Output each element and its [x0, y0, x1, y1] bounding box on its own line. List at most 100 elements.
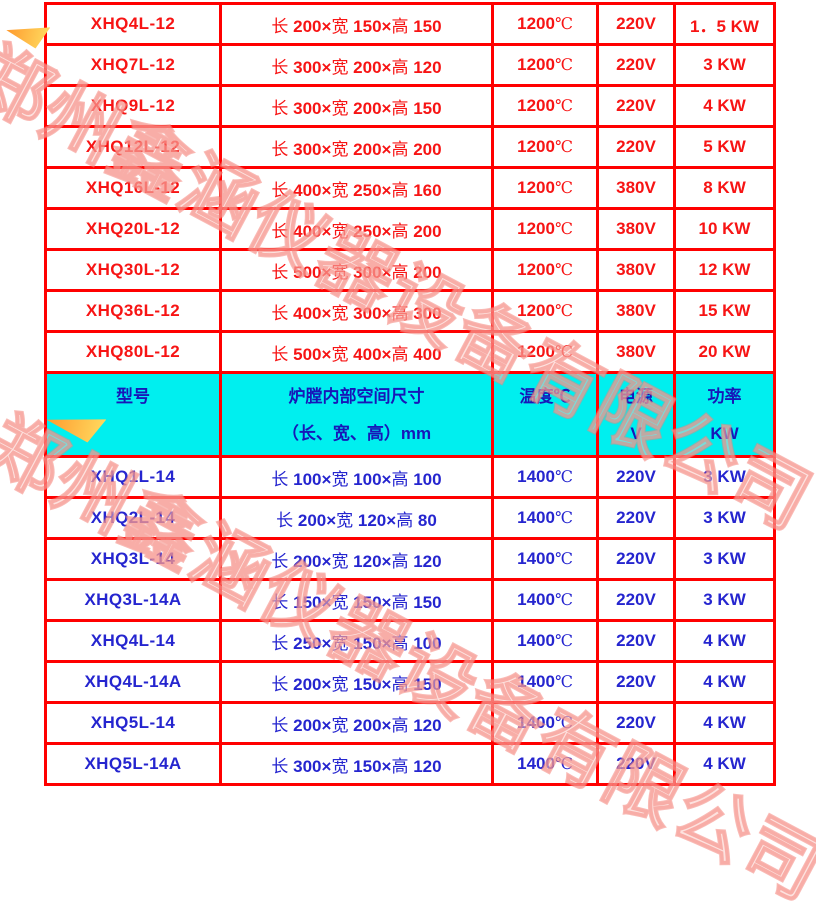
times-symbol: ×: [321, 139, 332, 159]
header-line2: V: [630, 423, 642, 443]
dims-cell: 长 200×宽 150×高 150: [219, 2, 494, 46]
temp-value: 1200: [517, 260, 555, 279]
volt-value: 220V: [616, 14, 656, 33]
header-temp: 温度℃: [491, 371, 599, 458]
times-symbol: ×: [321, 221, 332, 241]
times-symbol: ×: [381, 57, 392, 77]
table-row: XHQ80L-12 长 500×宽 400×高 400 1200℃ 380V 20 KW: [44, 330, 776, 374]
times-symbol: ×: [321, 16, 332, 36]
dim-value-height: 200: [408, 139, 442, 159]
power-cell: 4 KW: [673, 742, 776, 786]
model-cell: XHQ5L-14A: [44, 742, 222, 786]
times-symbol: ×: [321, 674, 332, 694]
power-cell: 3 KW: [673, 455, 776, 499]
dim-label-width: 宽: [331, 756, 349, 777]
dim-label-height: 高: [391, 262, 409, 283]
celsius-unit: ℃: [554, 713, 573, 732]
dim-label-width: 宽: [336, 510, 354, 531]
power-value: 5 KW: [703, 137, 746, 156]
dim-label-height: 高: [391, 469, 409, 490]
celsius-unit: ℃: [554, 260, 573, 279]
dim-label-height: 高: [391, 756, 409, 777]
times-symbol: ×: [321, 469, 332, 489]
volt-cell: 220V: [596, 496, 676, 540]
times-symbol: ×: [321, 262, 332, 282]
celsius-unit: ℃: [554, 137, 573, 156]
volt-value: 220V: [616, 590, 656, 609]
temp-cell: 1200℃: [491, 84, 599, 128]
power-cell: 3 KW: [673, 537, 776, 581]
dims-cell: 长 200×宽 150×高 150: [219, 660, 494, 704]
temp-cell: 1200℃: [491, 289, 599, 333]
dims-cell: 长 400×宽 300×高 300: [219, 289, 494, 333]
temp-value: 1200: [517, 96, 555, 115]
dim-label-length: 长: [271, 221, 289, 242]
dim-value-width: 150: [348, 16, 382, 36]
dim-value-length: 400: [288, 180, 322, 200]
dim-label-width: 宽: [331, 303, 349, 324]
dim-value-length: 200: [288, 16, 322, 36]
volt-cell: 220V: [596, 2, 676, 46]
dim-value-height: 200: [408, 221, 442, 241]
table-row: XHQ4L-14 长 250×宽 150×高 100 1400℃ 220V 4 KW: [44, 619, 776, 663]
volt-cell: 220V: [596, 578, 676, 622]
power-cell: 3 KW: [673, 43, 776, 87]
power-cell: 20 KW: [673, 330, 776, 374]
celsius-unit: ℃: [554, 178, 573, 197]
dim-value-length: 500: [288, 344, 322, 364]
dims-cell: 长 200×宽 120×高 80: [219, 496, 494, 540]
dim-value-width: 150: [348, 756, 382, 776]
volt-value: 220V: [616, 549, 656, 568]
temp-value: 1400: [517, 713, 555, 732]
times-symbol: ×: [321, 551, 332, 571]
dim-label-length: 长: [271, 469, 289, 490]
power-cell: 15 KW: [673, 289, 776, 333]
dim-value-height: 300: [408, 303, 442, 323]
table-row: XHQ5L-14 长 200×宽 200×高 120 1400℃ 220V 4 KW: [44, 701, 776, 745]
table-row: XHQ7L-12 长 300×宽 200×高 120 1200℃ 220V 3 KW: [44, 43, 776, 87]
dim-label-length: 长: [271, 592, 289, 613]
dim-label-height: 高: [391, 715, 409, 736]
model-label: XHQ9L-12: [90, 96, 176, 115]
dim-value-height: 400: [408, 344, 442, 364]
volt-cell: 220V: [596, 537, 676, 581]
celsius-unit: ℃: [554, 55, 573, 74]
dim-label-width: 宽: [331, 469, 349, 490]
dim-label-width: 宽: [331, 98, 349, 119]
temp-value: 1200: [517, 301, 555, 320]
times-symbol: ×: [321, 98, 332, 118]
times-symbol: ×: [381, 16, 392, 36]
volt-value: 220V: [616, 754, 656, 773]
header-line1: 炉膛内部空间尺寸: [288, 386, 425, 406]
dims-cell: 长 300×宽 150×高 120: [219, 742, 494, 786]
header-line2: [496, 425, 595, 442]
table-row: XHQ5L-14A 长 300×宽 150×高 120 1400℃ 220V 4 KW: [44, 742, 776, 786]
dim-label-length: 长: [276, 510, 294, 531]
table-row: XHQ9L-12 长 300×宽 200×高 150 1200℃ 220V 4 KW: [44, 84, 776, 128]
dim-value-height: 150: [408, 674, 442, 694]
temp-value: 1400: [517, 549, 555, 568]
model-label: XHQ1L-14: [90, 467, 176, 486]
dim-value-width: 150: [348, 592, 382, 612]
volt-value: 220V: [616, 713, 656, 732]
dim-label-length: 长: [271, 139, 289, 160]
celsius-unit: ℃: [554, 14, 573, 33]
temp-value: 1200: [517, 137, 555, 156]
temp-cell: 1400℃: [491, 537, 599, 581]
power-value: 3 KW: [703, 467, 746, 486]
table-row: XHQ30L-12 长 500×宽 300×高 200 1200℃ 380V 12 KW: [44, 248, 776, 292]
temp-value: 1200: [517, 55, 555, 74]
volt-cell: 380V: [596, 207, 676, 251]
power-value: 15 KW: [698, 301, 751, 320]
header-model: 型号: [44, 371, 222, 458]
model-cell: XHQ3L-14: [44, 537, 222, 581]
dims-cell: 长 300×宽 200×高 200: [219, 125, 494, 169]
times-symbol: ×: [381, 469, 392, 489]
volt-cell: 380V: [596, 166, 676, 210]
header-line2: （长、宽、高）mm: [281, 423, 432, 443]
dim-value-width: 120: [348, 551, 382, 571]
table-row: XHQ3L-14 长 200×宽 120×高 120 1400℃ 220V 3 KW: [44, 537, 776, 581]
volt-cell: 220V: [596, 701, 676, 745]
header-line1: 功率: [707, 386, 742, 406]
